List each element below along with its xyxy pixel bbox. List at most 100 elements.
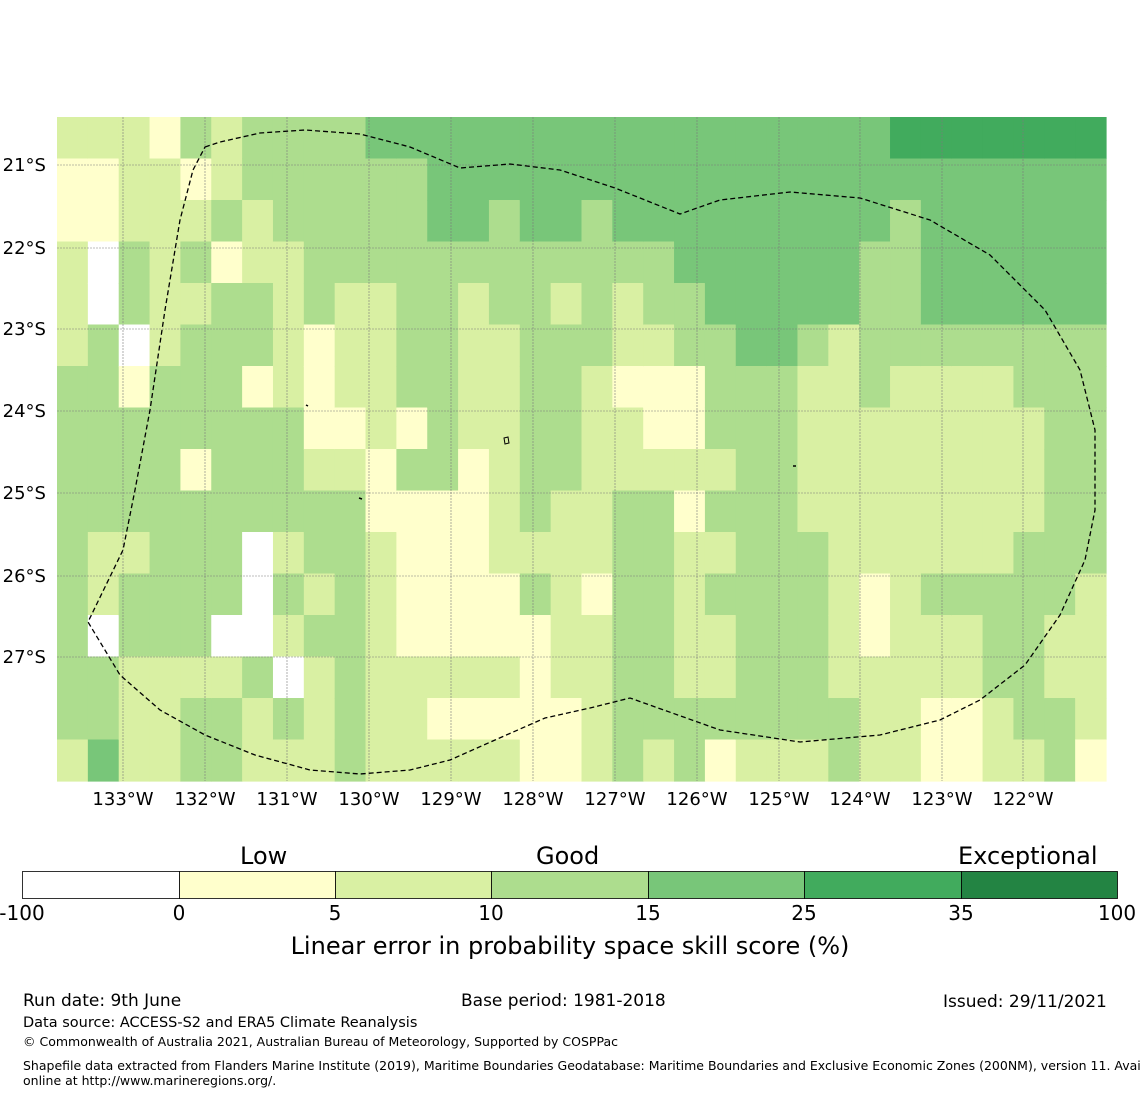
skill-cell: [1075, 615, 1107, 658]
skill-cell: [211, 739, 243, 782]
skill-cell: [396, 366, 428, 409]
skill-cell: [643, 117, 675, 160]
skill-cell: [396, 283, 428, 326]
skill-cell: [334, 449, 367, 492]
skill-cell: [211, 656, 243, 699]
skill-cell: [797, 117, 829, 160]
skill-cell: [519, 656, 552, 699]
skill-cell: [859, 158, 891, 201]
skill-cell: [735, 200, 768, 243]
skill-cell: [1075, 324, 1107, 367]
skill-cell: [87, 739, 120, 782]
skill-cell: [643, 366, 675, 409]
skill-cell: [1044, 656, 1076, 699]
skill-cell: [365, 158, 397, 201]
skill-cell: [612, 698, 644, 741]
skill-cell: [643, 241, 675, 284]
skill-cell: [643, 739, 675, 782]
longitude-label: 132°W: [174, 789, 235, 810]
skill-cell: [242, 241, 274, 284]
skill-cell: [766, 200, 799, 243]
skill-cell: [1075, 283, 1107, 326]
island-1: [503, 436, 510, 445]
skill-cell: [334, 615, 367, 658]
skill-cell: [180, 573, 212, 616]
skill-cell: [365, 698, 397, 741]
skill-cell: [303, 698, 336, 741]
skill-cell: [982, 283, 1015, 326]
skill-cell: [735, 573, 768, 616]
skill-cell: [1013, 698, 1045, 741]
skill-cell: [180, 532, 212, 575]
colorbar-tick-label: 35: [948, 901, 974, 925]
skill-cell: [303, 200, 336, 243]
skill-cell: [581, 532, 613, 575]
skill-cell: [859, 615, 891, 658]
skill-cell: [674, 532, 706, 575]
skill-cell: [735, 117, 768, 160]
skill-cell: [334, 200, 367, 243]
skill-cell: [87, 407, 120, 450]
latitude-label: 23°S: [3, 319, 46, 340]
skill-cell: [458, 490, 490, 533]
skill-cell: [890, 656, 922, 699]
skill-cell: [334, 283, 367, 326]
skill-cell: [1013, 656, 1045, 699]
skill-cell: [920, 573, 953, 616]
skill-cell: [735, 532, 768, 575]
skill-cell: [334, 241, 367, 284]
skill-cell: [272, 241, 305, 284]
skill-cell: [704, 656, 737, 699]
latitude-label: 25°S: [3, 483, 46, 504]
longitude-label: 129°W: [420, 789, 481, 810]
skill-cell: [118, 656, 151, 699]
colorbar-tick-label: 5: [328, 901, 342, 925]
skill-cell: [828, 407, 860, 450]
skill-cell: [458, 283, 490, 326]
skill-cell: [890, 573, 922, 616]
skill-cell: [643, 532, 675, 575]
skill-cell: [180, 490, 212, 533]
skill-cell: [396, 656, 428, 699]
skill-cell: [951, 656, 984, 699]
skill-cell: [581, 739, 613, 782]
skill-cell: [766, 449, 799, 492]
skill-cell: [488, 739, 521, 782]
skill-cell: [57, 739, 89, 782]
latitude-label: 24°S: [3, 401, 46, 422]
skill-cell: [87, 366, 120, 409]
skill-cell: [643, 490, 675, 533]
longitude-label: 128°W: [502, 789, 563, 810]
skill-cell: [982, 698, 1015, 741]
skill-cell: [1044, 532, 1076, 575]
skill-cell: [982, 490, 1015, 533]
skill-cell: [211, 532, 243, 575]
skill-cell: [890, 739, 922, 782]
colorbar-title: Linear error in probability space skill …: [290, 932, 850, 960]
skill-cell: [87, 200, 120, 243]
skill-cell: [828, 283, 860, 326]
skill-cell: [180, 117, 212, 160]
skill-cell: [982, 200, 1015, 243]
skill-cell: [87, 324, 120, 367]
skill-cell: [211, 698, 243, 741]
skill-cell: [951, 324, 984, 367]
skill-cell: [828, 324, 860, 367]
skill-cell: [581, 324, 613, 367]
skill-cell: [1044, 324, 1076, 367]
skill-cell: [272, 158, 305, 201]
skill-cell: [57, 449, 89, 492]
skill-cell: [643, 407, 675, 450]
skill-cell: [211, 283, 243, 326]
skill-cell: [766, 490, 799, 533]
colorbar-category-low: Low: [240, 842, 288, 870]
skill-cell: [1075, 366, 1107, 409]
skill-cell: [149, 241, 182, 284]
skill-cell: [272, 615, 305, 658]
skill-cell: [118, 698, 151, 741]
skill-cell: [118, 615, 151, 658]
skill-cell: [1044, 283, 1076, 326]
skill-cell: [1075, 656, 1107, 699]
skill-cell: [211, 158, 243, 201]
skill-cell: [272, 739, 305, 782]
